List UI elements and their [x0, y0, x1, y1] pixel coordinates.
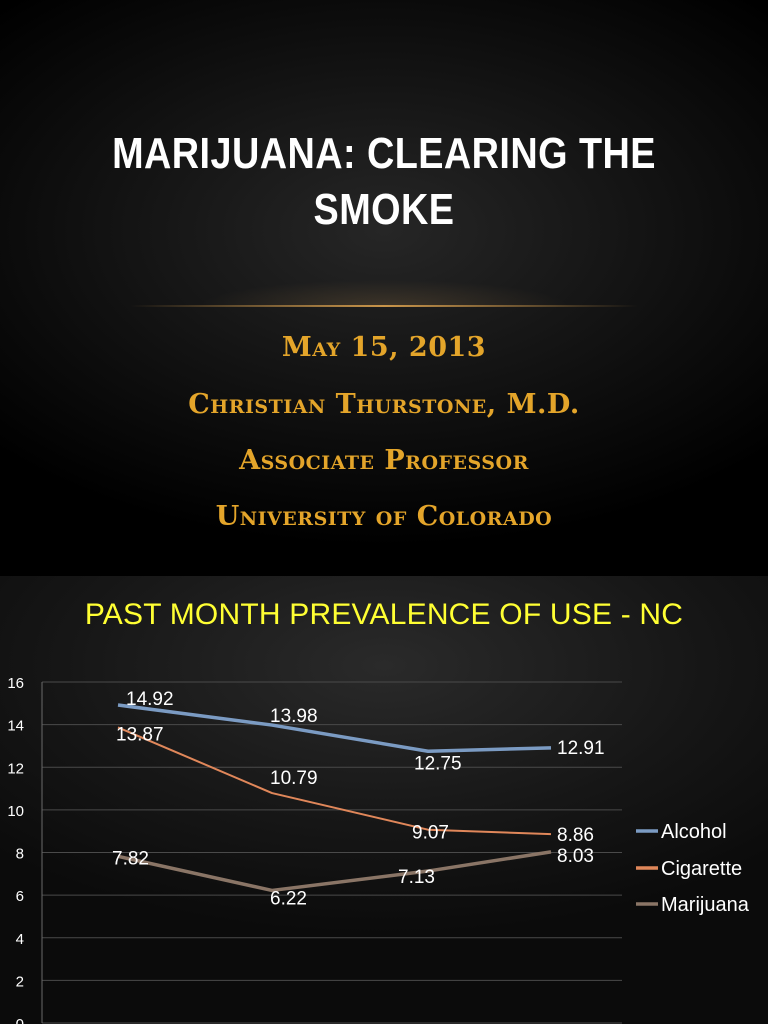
- data-label: 9.07: [412, 823, 449, 844]
- y-tick-label: 14: [7, 718, 24, 735]
- legend-label-cigarette: Cigarette: [661, 858, 742, 880]
- chart-title: PAST MONTH PREVALENCE OF USE - NC: [84, 598, 684, 631]
- y-tick-label: 6: [16, 888, 24, 905]
- series-line-alcohol: [117, 703, 552, 754]
- legend-label-alcohol: Alcohol: [661, 821, 727, 843]
- y-tick-label: 4: [16, 931, 24, 948]
- y-tick-label: 2: [16, 973, 24, 990]
- y-tick-label: 16: [7, 675, 24, 692]
- presenter-role: Associate Professor: [239, 445, 529, 476]
- y-tick-label: 12: [7, 760, 24, 777]
- data-label: 14.92: [126, 689, 174, 710]
- title-slide: MARIJUANA: CLEARING THE SMOKE May 15, 20…: [0, 0, 768, 576]
- data-label: 7.13: [398, 867, 435, 888]
- series-line-cigarette: [117, 726, 552, 836]
- data-label: 6.22: [270, 888, 307, 909]
- presentation-date: May 15, 2013: [281, 332, 487, 363]
- data-label: 12.75: [414, 753, 462, 774]
- presenter-name: Christian Thurstone, M.D.: [188, 389, 580, 420]
- y-tick-label: 10: [7, 803, 24, 820]
- divider-glow: [200, 280, 568, 306]
- data-label: 10.79: [270, 768, 318, 789]
- legend-label-marijuana: Marijuana: [661, 894, 750, 916]
- y-tick-label: 0: [16, 1016, 24, 1024]
- data-label: 7.82: [112, 848, 149, 869]
- chart-slide: PAST MONTH PREVALENCE OF USE - NC 0 2 4 6 8 1…: [0, 576, 768, 1024]
- title-divider: [130, 305, 638, 307]
- presenter-institution: University of Colorado: [215, 501, 553, 532]
- series-line-marijuana: [117, 850, 552, 893]
- line-chart: 0 2 4 6 8 10 12 14 16 14.92 13.98 12.75 12.91 13.87 10…: [7, 675, 750, 1024]
- data-label: 12.91: [557, 738, 605, 759]
- data-label: 8.03: [557, 846, 594, 867]
- data-label: 13.87: [116, 724, 164, 745]
- data-label: 8.86: [557, 825, 594, 846]
- y-tick-label: 8: [16, 846, 24, 863]
- data-label: 13.98: [270, 706, 318, 727]
- slide-title: MARIJUANA: CLEARING THE SMOKE: [112, 129, 656, 234]
